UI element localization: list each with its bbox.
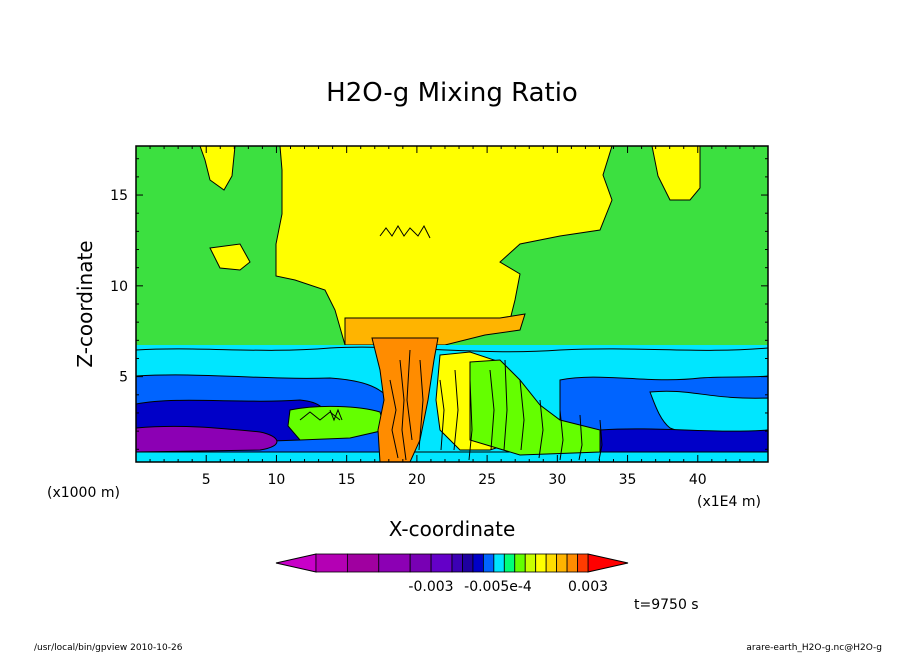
region-cyan-lowstrip	[136, 451, 768, 462]
x-tick-label: 15	[338, 472, 356, 488]
y-tick-label: 10	[110, 279, 128, 295]
x-unit-left: (x1000 m)	[47, 485, 120, 501]
colorbar-swatch	[514, 553, 526, 573]
y-tick-label: 15	[110, 188, 128, 204]
x-tick-label: 25	[478, 472, 496, 488]
colorbar-label-1: -0.005e-4	[464, 579, 532, 595]
region-darkblue-right	[599, 428, 768, 453]
colorbar-swatch	[346, 553, 380, 573]
chart-title: H2O-g Mixing Ratio	[326, 78, 578, 108]
y-axis: 5 10 15	[110, 158, 768, 450]
colorbar-swatch	[535, 553, 547, 573]
x-tick-label: 20	[408, 472, 426, 488]
colorbar-swatch	[493, 553, 505, 573]
colorbar-label-2: 0.003	[568, 579, 608, 595]
colorbar-swatch	[462, 553, 474, 573]
region-yellow-topright	[651, 146, 701, 201]
region-yellow-topleft	[199, 146, 236, 191]
region-orange-core	[371, 337, 439, 462]
region-green-plume-edge	[469, 359, 601, 456]
colorbar-swatch	[378, 553, 411, 573]
colorbar-swatch	[430, 553, 453, 573]
footer-right: arare-earth_H2O-g.nc@H2O-g	[746, 643, 882, 653]
region-purple-low	[136, 425, 278, 453]
colorbar-swatch	[556, 553, 568, 573]
convective-noise	[299, 224, 603, 461]
colorbar-swatch	[472, 553, 484, 573]
footer-left: /usr/local/bin/gpview 2010-10-26	[34, 643, 183, 653]
region-green-left-patch	[287, 405, 386, 441]
colorbar-swatch	[524, 553, 537, 573]
y-tick-label: 5	[119, 370, 128, 386]
colorbar-swatch	[503, 553, 516, 573]
x-unit-right: (x1E4 m)	[697, 494, 761, 510]
plot-area	[136, 146, 768, 462]
time-label: t=9750 s	[634, 597, 699, 613]
region-yellow-patch	[209, 243, 251, 271]
y-axis-label: Z-coordinate	[73, 240, 97, 367]
colorbar-label-0: -0.003	[408, 579, 453, 595]
colorbar-left-arrow	[275, 553, 317, 573]
x-tick-label: 35	[619, 472, 637, 488]
colorbar-swatch	[409, 553, 432, 573]
x-axis: 5 10 15 20 25 30 35 40	[149, 146, 755, 488]
colorbar-swatch	[566, 553, 578, 573]
colorbar-swatch	[315, 553, 348, 573]
x-tick-label: 40	[689, 472, 707, 488]
x-tick-label: 5	[202, 472, 211, 488]
colorbar-swatch	[451, 553, 463, 573]
x-tick-label: 30	[548, 472, 566, 488]
colorbar-right-arrow	[587, 553, 629, 573]
colorbar-swatch	[482, 553, 495, 573]
x-tick-label: 10	[268, 472, 286, 488]
colorbar-swatch	[577, 553, 589, 573]
colorbar-swatch	[545, 553, 558, 573]
x-axis-label: X-coordinate	[389, 517, 516, 541]
colorbar	[275, 553, 629, 573]
